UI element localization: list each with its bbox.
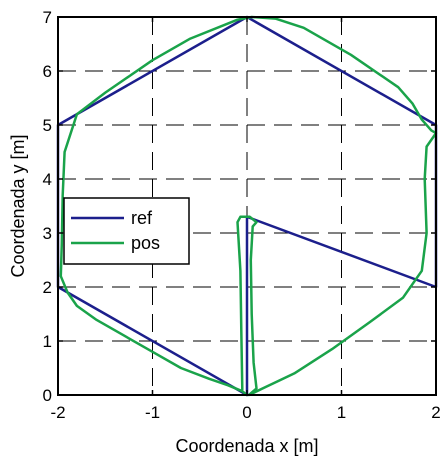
series-line-pos bbox=[59, 15, 438, 397]
legend-label-ref: ref bbox=[131, 208, 153, 228]
ticks: -2 -1 0 1 2 0 1 2 3 4 5 6 7 bbox=[43, 8, 441, 422]
y-tick-label: 4 bbox=[43, 170, 52, 189]
y-tick-label: 2 bbox=[43, 278, 52, 297]
y-tick-label: 0 bbox=[43, 386, 52, 405]
legend: ref pos bbox=[63, 197, 190, 265]
y-axis-label: Coordenada y [m] bbox=[8, 134, 28, 277]
y-tick-label: 5 bbox=[43, 116, 52, 135]
x-tick-label: 1 bbox=[337, 403, 346, 422]
y-tick-label: 1 bbox=[43, 332, 52, 351]
x-axis-label: Coordenada x [m] bbox=[175, 436, 318, 456]
x-tick-label: -2 bbox=[50, 403, 65, 422]
x-tick-label: 2 bbox=[431, 403, 440, 422]
y-tick-label: 7 bbox=[43, 8, 52, 27]
x-tick-label: -1 bbox=[145, 403, 160, 422]
legend-box bbox=[63, 197, 190, 265]
x-tick-label: 0 bbox=[242, 403, 251, 422]
legend-label-pos: pos bbox=[131, 233, 160, 253]
y-tick-label: 3 bbox=[43, 224, 52, 243]
y-tick-label: 6 bbox=[43, 62, 52, 81]
